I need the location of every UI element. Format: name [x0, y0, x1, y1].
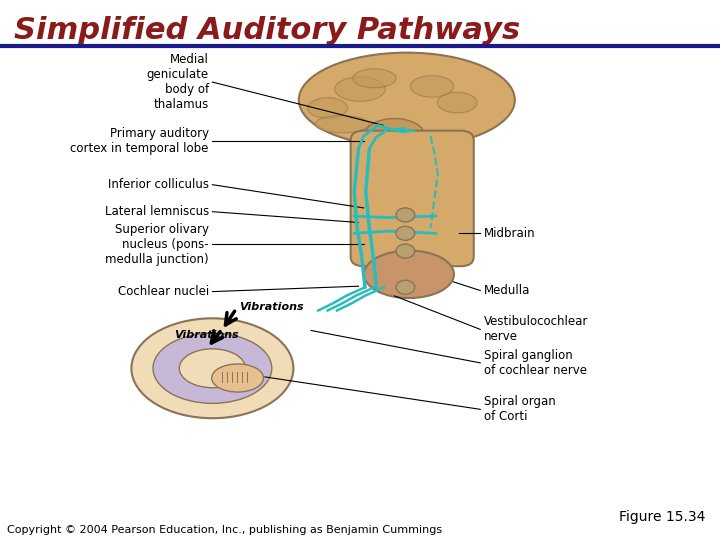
Ellipse shape — [364, 118, 426, 153]
Ellipse shape — [299, 53, 515, 147]
Text: Lateral lemniscus: Lateral lemniscus — [104, 205, 209, 218]
Text: Medial
geniculate
body of
thalamus: Medial geniculate body of thalamus — [147, 53, 209, 111]
Ellipse shape — [353, 69, 396, 87]
Text: Cochlear nuclei: Cochlear nuclei — [117, 285, 209, 298]
Text: Midbrain: Midbrain — [484, 227, 536, 240]
Ellipse shape — [315, 116, 369, 133]
Text: Spiral organ
of Corti: Spiral organ of Corti — [484, 395, 556, 423]
Text: Medulla: Medulla — [484, 284, 530, 297]
Ellipse shape — [410, 76, 454, 97]
Circle shape — [396, 208, 415, 222]
Ellipse shape — [131, 318, 294, 418]
Text: Copyright © 2004 Pearson Education, Inc., publishing as Benjamin Cummings: Copyright © 2004 Pearson Education, Inc.… — [7, 524, 442, 535]
Ellipse shape — [335, 77, 385, 102]
Text: Superior olivary
nucleus (pons-
medulla junction): Superior olivary nucleus (pons- medulla … — [105, 222, 209, 266]
Circle shape — [396, 226, 415, 240]
FancyBboxPatch shape — [351, 131, 474, 266]
Text: Vibrations: Vibrations — [239, 302, 304, 312]
Text: Spiral ganglion
of cochlear nerve: Spiral ganglion of cochlear nerve — [484, 349, 587, 377]
Ellipse shape — [438, 92, 477, 113]
Text: Primary auditory
cortex in temporal lobe: Primary auditory cortex in temporal lobe — [71, 127, 209, 156]
Text: Figure 15.34: Figure 15.34 — [619, 510, 706, 524]
Text: Vibrations: Vibrations — [174, 330, 239, 340]
Ellipse shape — [364, 251, 454, 298]
Text: Simplified Auditory Pathways: Simplified Auditory Pathways — [14, 16, 521, 45]
Text: Vestibulocochlear
nerve: Vestibulocochlear nerve — [484, 315, 588, 343]
Ellipse shape — [153, 333, 271, 403]
Circle shape — [396, 280, 415, 294]
Ellipse shape — [308, 98, 348, 118]
Text: Inferior colliculus: Inferior colliculus — [108, 178, 209, 191]
Circle shape — [396, 244, 415, 258]
Ellipse shape — [212, 364, 264, 392]
Ellipse shape — [179, 349, 246, 388]
